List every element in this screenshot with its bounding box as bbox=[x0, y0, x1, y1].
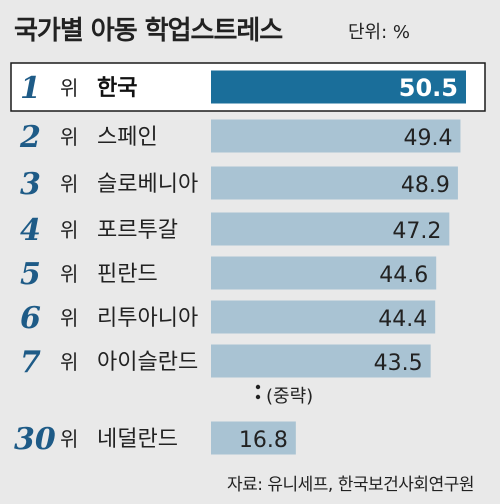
rank-number-30: 30 bbox=[14, 422, 56, 457]
chart-title: 국가별 아동 학업스트레스 bbox=[14, 16, 283, 46]
rank-number-1: 1 bbox=[20, 71, 41, 106]
omission-dot bbox=[255, 384, 261, 390]
value-label-3: 48.9 bbox=[401, 173, 450, 198]
country-label-7: 아이슬란드 bbox=[97, 350, 198, 375]
rank-number-5: 5 bbox=[20, 257, 41, 292]
value-label-4: 47.2 bbox=[392, 219, 441, 244]
bar-2 bbox=[211, 119, 461, 153]
rank-suffix-6: 위 bbox=[60, 306, 78, 330]
rank-suffix-7: 위 bbox=[60, 350, 78, 374]
rank-suffix-2: 위 bbox=[60, 125, 78, 149]
country-label-4: 포르투갈 bbox=[97, 218, 178, 243]
rank-number-3: 3 bbox=[20, 167, 41, 202]
rank-number-2: 2 bbox=[19, 120, 41, 155]
bar-3 bbox=[211, 166, 458, 200]
rank-suffix-4: 위 bbox=[60, 218, 78, 242]
source-note: 자료: 유니세프, 한국보건사회연구원 bbox=[226, 475, 475, 495]
bar-4 bbox=[211, 212, 450, 246]
bar-7 bbox=[211, 344, 431, 378]
rank-number-7: 7 bbox=[20, 345, 41, 380]
unit-label: 단위: % bbox=[348, 22, 411, 43]
country-label-30: 네덜란드 bbox=[97, 427, 178, 452]
rank-suffix-5: 위 bbox=[60, 262, 78, 286]
rank-number-4: 4 bbox=[20, 213, 41, 248]
rank-suffix-1: 위 bbox=[60, 76, 78, 100]
value-label-7: 43.5 bbox=[374, 351, 423, 376]
value-label-1: 50.5 bbox=[399, 74, 458, 102]
bar-5 bbox=[211, 256, 437, 290]
omission-dot bbox=[255, 394, 261, 400]
rank-number-6: 6 bbox=[20, 301, 41, 336]
value-label-5: 44.6 bbox=[379, 263, 428, 288]
value-label-6: 44.4 bbox=[378, 307, 427, 332]
country-label-2: 스페인 bbox=[97, 125, 158, 150]
bar-6 bbox=[211, 300, 436, 334]
value-label-2: 49.4 bbox=[403, 126, 452, 151]
value-label-30: 16.8 bbox=[239, 428, 288, 453]
country-label-6: 리투아니아 bbox=[97, 306, 198, 331]
country-label-3: 슬로베니아 bbox=[97, 172, 198, 197]
bar-1 bbox=[211, 70, 466, 104]
bar-30 bbox=[211, 421, 296, 455]
country-label-5: 핀란드 bbox=[97, 262, 158, 287]
rank-suffix-3: 위 bbox=[60, 172, 78, 196]
omission-label: (중략) bbox=[266, 386, 313, 407]
rank-suffix-30: 위 bbox=[60, 427, 78, 451]
country-label-1: 한국 bbox=[97, 76, 137, 101]
